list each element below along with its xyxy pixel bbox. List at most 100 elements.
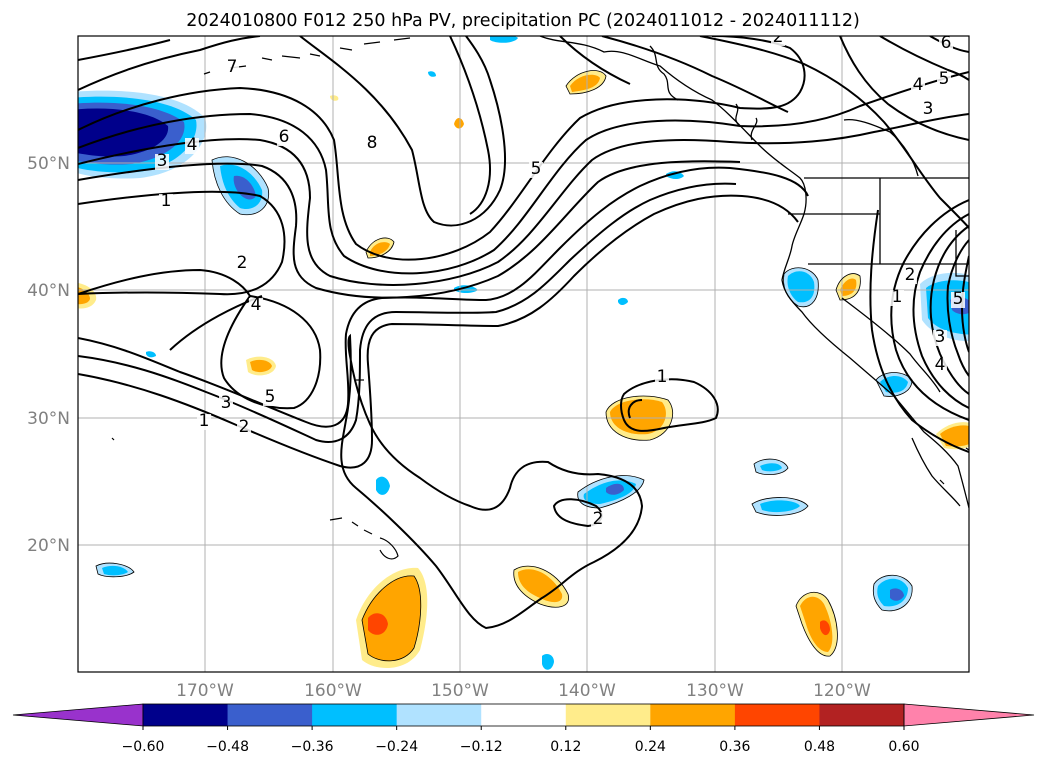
colorbar-tick-label: 0.36: [719, 739, 750, 755]
contour-label-bg: [903, 268, 917, 284]
contour-label-bg: [529, 162, 543, 178]
contour-label-bg: [365, 136, 379, 152]
colorbar-tick-label: −0.60: [122, 739, 165, 755]
precip-blob: [250, 359, 272, 373]
precip-blob: [370, 242, 390, 256]
contour-label: 5: [939, 69, 950, 89]
precip-blob: [454, 118, 464, 129]
contour-label: 2: [239, 417, 250, 437]
colorbar-extend-max: [903, 703, 1035, 727]
colorbar-box: [143, 704, 229, 726]
contour-label-bg: [249, 298, 263, 314]
precip-blob: [490, 36, 518, 43]
y-tick-label: 20°N: [27, 536, 70, 556]
precip-blob: [618, 297, 628, 305]
precip-blob: [820, 620, 830, 636]
contour-label: 1: [892, 287, 903, 307]
x-axis-ticks: 170°W 160°W 150°W 140°W 130°W 120°W: [176, 681, 871, 701]
contour-label: 5: [531, 159, 542, 179]
contour-label-bg: [933, 330, 947, 346]
precip-shading: [78, 36, 969, 670]
precip-blob: [606, 483, 624, 495]
precip-blob: [102, 565, 128, 576]
contour-label-bg: [225, 60, 239, 76]
chart-title: 2024010800 F012 250 hPa PV, precipitatio…: [186, 11, 860, 31]
x-tick-label: 130°W: [686, 681, 744, 701]
colorbar-box: [312, 704, 398, 726]
precip-blob: [890, 588, 904, 601]
precip-blob: [330, 95, 339, 101]
contour-label-bg: [197, 414, 211, 430]
colorbar-tick-label: −0.48: [206, 739, 249, 755]
contour-label-bg: [921, 102, 935, 118]
colorbar-box: [650, 704, 736, 726]
contour-label: 2: [905, 265, 916, 285]
contour-label-bg: [237, 420, 251, 436]
contour-label: 5: [265, 387, 276, 407]
colorbar-tick-label: −0.24: [375, 739, 418, 755]
precip-blob: [146, 351, 156, 358]
contour-label-bg: [655, 370, 669, 386]
colorbar-box: [819, 704, 905, 726]
precip-blob: [840, 278, 857, 296]
colorbar-box: [565, 704, 651, 726]
x-tick-label: 120°W: [813, 681, 871, 701]
contour-label: 1: [657, 367, 668, 387]
contour-label-bg: [277, 130, 291, 146]
y-tick-label: 50°N: [27, 154, 70, 174]
y-tick-label: 40°N: [27, 281, 70, 301]
contour-label-bg: [155, 154, 169, 170]
contour-label: 1: [199, 411, 210, 431]
map-frame: [77, 35, 970, 673]
colorbar-box: [734, 704, 820, 726]
contour-label: 3: [923, 99, 934, 119]
colorbar-tick-label: 0.12: [550, 739, 581, 755]
colorbar-box: [481, 704, 567, 726]
contour-label: 3: [935, 327, 946, 347]
precip-blob: [760, 463, 782, 472]
contour-label-bg: [159, 194, 173, 210]
precip-blob: [570, 74, 600, 92]
contour-label-bg: [939, 36, 953, 52]
precip-blob: [940, 425, 969, 447]
contour-label: 3: [157, 151, 168, 171]
precip-blob: [78, 287, 90, 305]
precip-blob: [368, 613, 388, 635]
colorbar-tick-label: 0.60: [888, 739, 919, 755]
colorbar-tick-label: −0.12: [460, 739, 503, 755]
precip-blob: [787, 271, 815, 303]
contour-label: 4: [935, 355, 946, 375]
contour-label: 6: [279, 127, 290, 147]
precip-blob: [376, 476, 390, 495]
contour-label: 1: [161, 191, 172, 211]
contour-label-bg: [951, 292, 965, 308]
contour-label: 6: [941, 33, 952, 53]
contour-label: 7: [227, 57, 238, 77]
colorbar-extend-min: [12, 703, 144, 727]
coastlines: [539, 36, 969, 509]
precip-blob: [760, 500, 800, 513]
contour-label-bg: [911, 78, 925, 94]
contour-label: 2: [773, 27, 784, 47]
y-axis-ticks: 50°N 40°N 30°N 20°N: [27, 154, 70, 556]
x-tick-label: 170°W: [176, 681, 234, 701]
colorbar-box: [227, 704, 313, 726]
contour-label-bg: [937, 72, 951, 88]
colorbar-outline: [142, 703, 905, 727]
precip-blob: [428, 71, 436, 77]
contour-label: 3: [221, 393, 232, 413]
precip-blob: [518, 569, 563, 603]
precip-outlines: [95, 70, 913, 662]
precip-blob: [800, 596, 833, 652]
colorbar-box: [396, 704, 482, 726]
colorbar-tick-label: 0.24: [635, 739, 666, 755]
contour-label: 2: [593, 509, 604, 529]
contour-label-bg: [263, 390, 277, 406]
contour-label-bg: [771, 36, 785, 46]
colorbar-tick-label: −0.36: [291, 739, 334, 755]
contour-label-bg: [933, 358, 947, 374]
contour-label-bg: [591, 512, 605, 528]
